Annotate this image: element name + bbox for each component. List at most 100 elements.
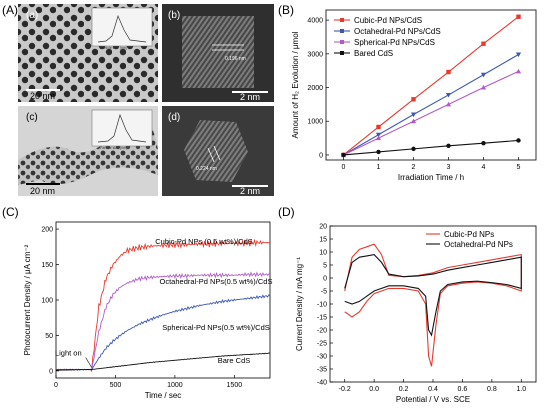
data-point-octahedral-pd-nps-cds [515, 52, 522, 58]
data-point-bared-cds [516, 138, 521, 143]
tem-c-inset [91, 109, 153, 147]
tem-c-scale-text: 20 nm [30, 186, 55, 196]
y-tick-label: 5 [323, 263, 327, 270]
y-tick-label: 4000 [307, 18, 323, 25]
data-point-spherical-pd-nps-cds [375, 135, 382, 141]
tem-d-scale-text: 2 nm [240, 186, 260, 196]
y-tick-label: 10 [319, 250, 327, 257]
x-tick-label: 0.6 [458, 386, 468, 393]
tem-a-label: (a) [26, 10, 38, 21]
x-tick-label: 0.8 [487, 386, 497, 393]
legend-label-octahedral-pd-nps-cds: Octahedral-Pd NPs/CdS [354, 27, 441, 36]
x-tick-label: 1 [377, 164, 381, 171]
tem-b-label: (b) [168, 10, 180, 21]
tem-c-inset-xlabel: Particle size (nm) [100, 146, 127, 150]
legend-label-octahedral-pd-nps: Octahedral-Pd NPs [444, 240, 513, 249]
x-tick-label: 0 [54, 382, 58, 389]
y-tick-label: 0 [323, 276, 327, 283]
x-tick-label: 1500 [227, 382, 243, 389]
y-tick-label: 20 [319, 224, 327, 231]
tem-image-a: (a) Particle size (nm) 20 nm [18, 4, 158, 102]
y-tick-label: 0 [319, 152, 323, 159]
data-point-spherical-pd-nps-cds [445, 101, 452, 107]
data-point-octahedral-pd-nps-cds [375, 132, 382, 138]
y-tick-label: 1000 [307, 119, 323, 126]
data-point-octahedral-pd-nps-cds [480, 72, 487, 78]
legend-label-cubic-pd-nps-cds: Cubic-Pd NPs/CdS [354, 16, 422, 25]
legend-label-cubic-pd-nps: Cubic-Pd NPs [444, 230, 494, 239]
tem-d-lattice-text: 0.224 nm [196, 166, 217, 172]
tem-c-histogram [97, 113, 147, 143]
y-tick-label: -5 [321, 289, 327, 296]
x-tick-label: 0 [342, 164, 346, 171]
x-tick-label: 1000 [167, 382, 183, 389]
data-point-cubic-pd-nps-cds [481, 41, 486, 46]
annotation-light-on: Light on [55, 348, 82, 357]
x-tick-label: 1.0 [516, 386, 526, 393]
tem-b-scale-text: 2 nm [240, 92, 260, 102]
data-point-octahedral-pd-nps-cds [445, 92, 452, 98]
y-tick-label: 200 [41, 227, 53, 234]
legend-marker [340, 40, 344, 44]
x-tick-label: -0.2 [339, 386, 351, 393]
data-point-cubic-pd-nps-cds [411, 97, 416, 102]
panel-label-C: (C) [2, 205, 19, 219]
tem-image-b: (b) 0.196 nm 2 nm [162, 4, 274, 102]
series-line-bare-cds [55, 352, 271, 371]
y-axis-label: Photocurrent Density / μA cm⁻² [23, 244, 32, 355]
legend-marker [340, 51, 344, 55]
panel-label-B: (B) [278, 3, 294, 17]
panel-label-A: (A) [2, 3, 18, 17]
series-line-spherical-pd-nps-cds [343, 70, 519, 156]
x-tick-label: 0.0 [369, 386, 379, 393]
chart-cyclic-voltammetry: -0.2 0.0 0.2 0.4 0.6 0.8 1.0 -40 -35 -30 -25 -20 -15… [295, 224, 537, 404]
chart-photocurrent: 0 500 1000 1500 0 50 100 150 200 Time / sec Photoc… [23, 221, 272, 400]
data-point-spherical-pd-nps-cds [410, 118, 417, 124]
tem-d-label: (d) [168, 112, 180, 123]
y-tick-label: 50 [45, 333, 53, 340]
y-axis-label: Amount of H₂ Evolution / μmol [291, 31, 300, 138]
y-tick-label: 15 [319, 237, 327, 244]
y-tick-label: -30 [317, 354, 327, 361]
data-point-octahedral-pd-nps-cds [410, 112, 417, 118]
data-point-spherical-pd-nps-cds [480, 84, 487, 90]
y-tick-label: 0 [49, 368, 53, 375]
series-line-cubic-pd-nps [344, 243, 522, 367]
y-tick-label: -10 [317, 302, 327, 309]
series-label-spherical-pd-nps-0-5-wt-cds: Spherical-Pd NPs(0.5 wt%)/CdS [162, 323, 270, 332]
legend-label-bared-cds: Bared CdS [354, 49, 393, 58]
tem-c-label: (c) [26, 112, 38, 123]
plot-frame [325, 9, 537, 161]
legend-marker [340, 18, 344, 22]
series-label-bare-cds: Bare CdS [218, 356, 251, 365]
tem-image-c: (c) Particle size (nm) 20 nm [18, 106, 158, 196]
x-axis-label: Irradiation Time / h [398, 173, 464, 182]
chart-h2-evolution: 0 1 2 3 4 5 0 1000 2000 3000 4000 Irradiation Time … [291, 9, 537, 182]
x-tick-label: 5 [517, 164, 521, 171]
series-line-cubic-pd-nps-0-5-wt-cds [55, 238, 271, 373]
x-tick-label: 3 [447, 164, 451, 171]
legend-label-spherical-pd-nps-cds: Spherical-Pd NPs/CdS [354, 38, 435, 47]
x-axis-label: Time / sec [145, 391, 182, 400]
series-line-octahedral-pd-nps [344, 254, 522, 337]
data-point-cubic-pd-nps-cds [446, 69, 451, 75]
tem-a-inset-xlabel: Particle size (nm) [100, 46, 127, 50]
series-line-octahedral-pd-nps-cds [343, 54, 519, 156]
data-point-cubic-pd-nps-cds [376, 124, 381, 130]
tem-a-histogram [97, 14, 147, 43]
series-label-cubic-pd-nps-0-5-wt-cds: Cubic-Pd NPs (0.5 wt%)/CdS [155, 237, 253, 246]
x-tick-label: 4 [482, 164, 486, 171]
y-tick-label: 150 [41, 262, 53, 269]
x-tick-label: 0.2 [399, 386, 409, 393]
legend-marker [340, 29, 344, 33]
y-tick-label: -20 [317, 328, 327, 335]
x-tick-label: 2 [412, 164, 416, 171]
data-point-cubic-pd-nps-cds [516, 14, 521, 19]
tem-b-lattice-text: 0.196 nm [225, 56, 246, 62]
y-tick-label: 2000 [307, 85, 323, 92]
x-tick-label: 0.4 [428, 386, 438, 393]
y-tick-label: 3000 [307, 51, 323, 58]
y-tick-label: -25 [317, 341, 327, 348]
tem-a-inset [91, 7, 153, 47]
